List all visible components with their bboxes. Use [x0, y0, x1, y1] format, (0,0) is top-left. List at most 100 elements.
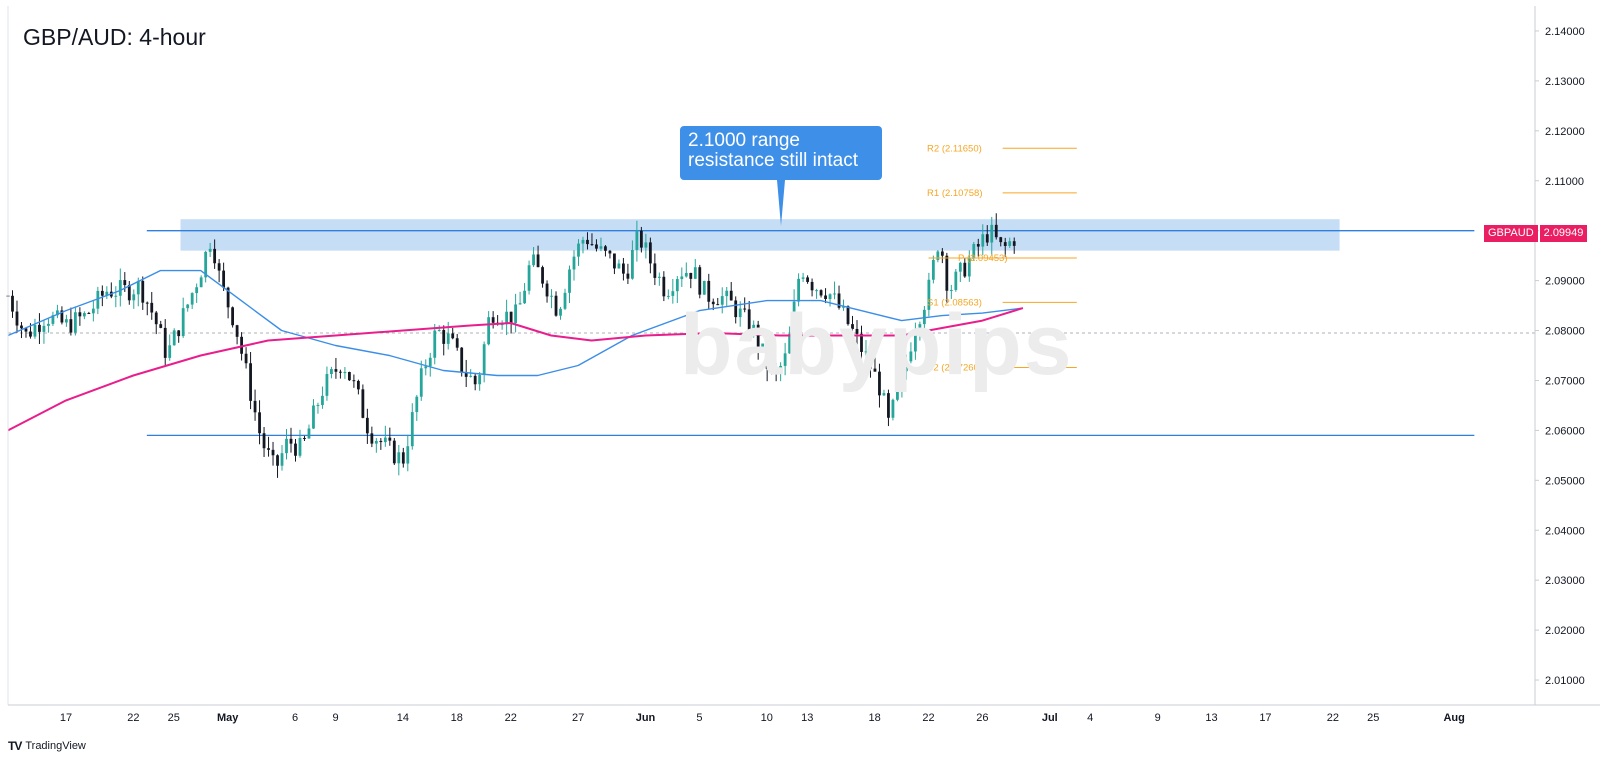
candle-body	[428, 357, 432, 367]
candle-body	[118, 280, 122, 296]
x-tick-label: 13	[801, 712, 813, 724]
x-tick-label: Jun	[636, 712, 656, 724]
current-price-tag: GBPAUD 2.09949	[1484, 225, 1588, 243]
candle-body	[761, 343, 765, 349]
price-tag-value: 2.09949	[1539, 225, 1588, 243]
candle-body	[720, 296, 724, 305]
candle-body	[397, 452, 401, 464]
candle-body	[693, 267, 697, 279]
candle-body	[581, 239, 585, 244]
candle-body	[940, 251, 944, 256]
candle-body	[47, 323, 50, 326]
candle-body	[1003, 242, 1007, 246]
candle-body	[617, 263, 621, 269]
candle-body	[792, 301, 796, 334]
candle-body	[222, 270, 226, 288]
candle-body	[747, 309, 751, 333]
pivot-label: P (2.09453)	[958, 253, 1007, 264]
x-tick-label: 9	[1155, 712, 1161, 724]
pivot-label: S1 (2.08563)	[927, 297, 982, 308]
candle-body	[365, 417, 369, 434]
x-tick-label: 26	[976, 712, 988, 724]
candle-body	[891, 399, 895, 418]
candle-body	[289, 438, 293, 444]
candle-body	[680, 276, 684, 280]
candle-body	[56, 310, 59, 316]
candle-body	[73, 312, 77, 333]
y-tick-label: 2.06000	[1545, 425, 1585, 437]
candle-body	[572, 256, 576, 270]
candle-body	[334, 369, 338, 372]
candle-body	[887, 393, 890, 418]
candle-body	[716, 304, 720, 306]
y-tick-label: 2.07000	[1545, 375, 1585, 387]
candle-body	[990, 224, 994, 243]
candle-body	[473, 375, 477, 385]
candle-body	[11, 295, 14, 312]
candle-body	[24, 328, 28, 332]
candle-body	[415, 396, 419, 413]
candle-body	[653, 263, 657, 278]
pivot-label: S2 (2.07260)	[927, 362, 982, 373]
candle-body	[666, 295, 670, 297]
x-tick-label: 22	[505, 712, 517, 724]
candle-body	[190, 293, 194, 305]
candle-body	[837, 293, 841, 308]
candle-body	[82, 313, 86, 317]
candle-body	[249, 363, 252, 401]
candle-body	[801, 277, 805, 279]
candle-body	[437, 330, 441, 332]
candle-body	[464, 372, 468, 377]
candle-body	[446, 333, 450, 344]
candle-body	[96, 290, 100, 309]
candle-body	[316, 405, 320, 407]
candle-body	[383, 437, 387, 443]
x-tick-label: 22	[1327, 712, 1339, 724]
candle-body	[410, 412, 414, 447]
candle-body	[262, 433, 266, 449]
candle-body	[563, 292, 567, 309]
candle-body	[882, 393, 886, 396]
candle-body	[725, 290, 729, 297]
resistance-zone	[180, 219, 1340, 251]
x-tick-label: Aug	[1443, 712, 1464, 724]
y-tick-label: 2.13000	[1545, 76, 1585, 88]
range-lines-layer	[8, 230, 1535, 437]
x-tick-label: 14	[397, 712, 409, 724]
candle-body	[644, 242, 648, 248]
candle-body	[851, 324, 854, 329]
candle-body	[828, 294, 832, 300]
candle-body	[114, 295, 118, 297]
candle-body	[303, 437, 306, 439]
candle-body	[819, 290, 823, 296]
candle-body	[765, 343, 769, 369]
x-tick-label: 9	[332, 712, 338, 724]
pivot-label: R1 (2.10758)	[927, 188, 982, 199]
candle-body	[738, 308, 742, 318]
candle-body	[433, 330, 437, 358]
candle-body	[42, 325, 46, 332]
candle-body	[586, 239, 589, 245]
candle-body	[662, 276, 666, 297]
candle-body	[361, 389, 365, 418]
candle-body	[91, 308, 95, 314]
candle-body	[648, 242, 652, 264]
fast-moving-average-line	[7, 269, 1023, 377]
candle-body	[285, 438, 288, 454]
candle-body	[15, 311, 19, 326]
tradingview-mark-icon: TV	[8, 739, 22, 753]
candle-body	[312, 405, 315, 429]
candle-body	[64, 319, 68, 323]
candles-layer	[6, 213, 1016, 478]
candle-body	[675, 279, 679, 292]
candle-body	[87, 313, 91, 315]
candle-body	[1012, 241, 1016, 246]
tradingview-logo[interactable]: TV TradingView	[8, 739, 86, 753]
candle-body	[78, 312, 82, 317]
candle-body	[707, 280, 711, 302]
x-tick-label: 17	[60, 712, 72, 724]
candle-body	[536, 254, 540, 268]
candle-body	[972, 244, 976, 259]
candle-body	[622, 263, 625, 274]
